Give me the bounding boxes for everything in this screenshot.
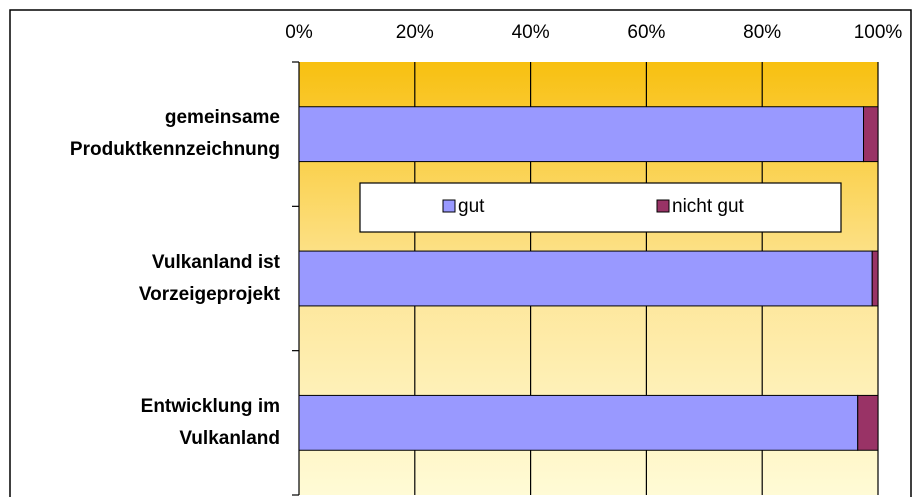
legend-label: gut: [458, 196, 485, 217]
legend-label: nicht gut: [672, 196, 745, 217]
x-tick-label: 40%: [512, 22, 550, 43]
x-tick-label: 80%: [743, 22, 781, 43]
bar-segment: [871, 250, 879, 307]
y-tick-label: gemeinsame Produktkennzeichnung: [69, 107, 280, 161]
x-tick-label: 60%: [627, 22, 665, 43]
x-tick-label: 20%: [396, 22, 434, 43]
frame: [9, 9, 912, 497]
legend-swatch: [656, 199, 670, 213]
x-tick-label: 100%: [854, 22, 903, 43]
bar-segment: [298, 106, 865, 163]
bar-segment: [857, 394, 879, 451]
bar-segment: [298, 394, 859, 451]
y-tick-label: Entwicklung im Vulkanland: [140, 395, 280, 449]
bar-segment: [863, 106, 879, 163]
bar-segment: [298, 250, 873, 307]
legend-box: [359, 182, 842, 233]
legend-swatch: [442, 199, 456, 213]
y-tick-label: Vulkanland ist Vorzeigeprojekt: [138, 251, 280, 305]
x-tick-label: 0%: [285, 22, 313, 43]
